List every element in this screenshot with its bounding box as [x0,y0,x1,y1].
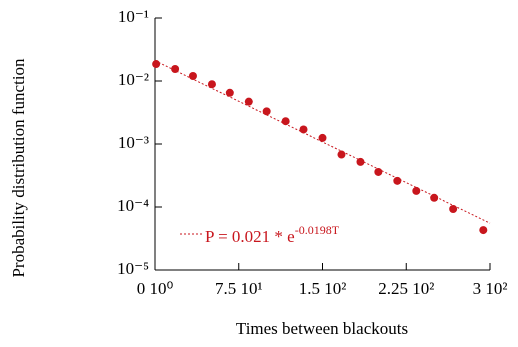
y-tick-label: 10⁻⁴ [117,196,149,215]
y-axis-label: Probability distribution function [9,58,28,278]
data-point [281,117,290,126]
data-point [374,167,383,176]
annotation: P = 0.021 * e-0.0198T [205,223,340,246]
data-point [171,65,180,74]
data-point [337,150,346,159]
x-tick-label: 7.5 10¹ [215,279,263,298]
y-tick-label: 10⁻⁵ [117,259,149,278]
x-tick-label: 0 10⁰ [137,279,174,298]
data-point [449,204,458,213]
data-point [318,133,327,142]
data-point [207,80,216,89]
data-point [356,157,365,166]
x-axis-label: Times between blackouts [236,319,408,338]
x-tick-label: 3 10² [473,279,508,298]
y-tick-label: 10⁻³ [118,133,149,152]
data-point [188,72,197,81]
y-tick-label: 10⁻² [118,70,149,89]
data-point [430,193,439,202]
x-tick-label: 2.25 10² [378,279,434,298]
data-point [393,176,402,185]
data-point [244,97,253,106]
annotation-exponent: -0.0198T [295,223,340,237]
data-point [479,226,488,235]
y-tick-label: 10⁻¹ [118,7,149,26]
annotation-text: P = 0.021 * e [205,227,295,246]
data-point [412,186,421,195]
fit-line [154,60,491,224]
data-point [299,125,308,134]
x-tick-label: 1.5 10² [299,279,347,298]
data-point [262,107,271,116]
data-point [225,88,234,97]
data-point [152,60,161,69]
